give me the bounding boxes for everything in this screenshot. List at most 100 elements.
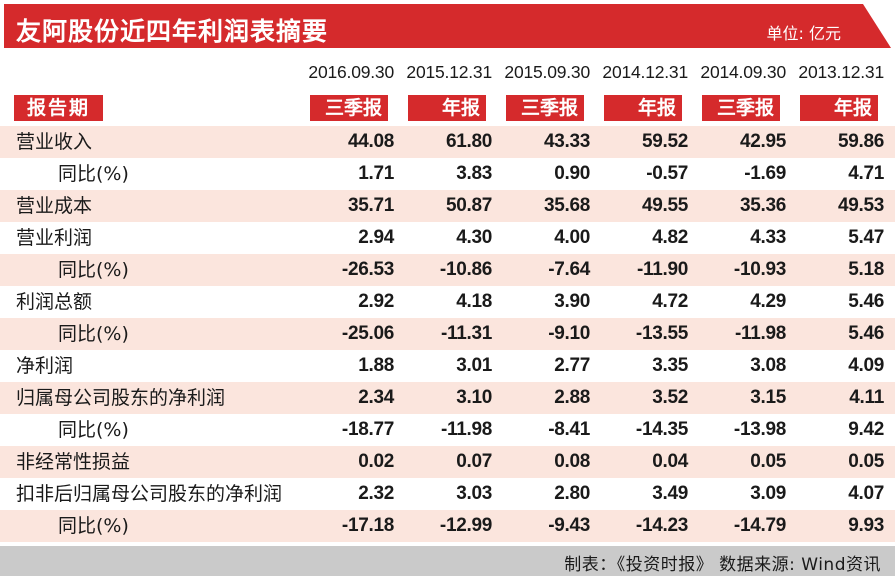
table-cell: 5.46	[848, 291, 884, 312]
column-date: 2014.09.30	[700, 62, 786, 82]
table-cell: 44.08	[347, 131, 394, 152]
footer-bar: 制表：《投资时报》 数据来源: Wind资讯	[0, 546, 895, 576]
table-cell: 4.00	[554, 227, 590, 248]
table-cell: 4.18	[456, 291, 492, 312]
source-note: 制表：《投资时报》 数据来源: Wind资讯	[564, 555, 881, 575]
table-cell: 4.29	[750, 291, 786, 312]
table-cell: 3.15	[750, 387, 786, 408]
row-label: 利润总额	[16, 291, 93, 313]
table-cell: 9.42	[848, 419, 884, 440]
table-cell: -14.23	[635, 515, 688, 536]
date-header-row: 2016.09.30 2015.12.31 2015.09.30 2014.12…	[0, 62, 895, 88]
table-cell: 49.55	[641, 195, 688, 216]
table-cell: -25.06	[341, 323, 394, 344]
table-cell: 4.07	[848, 483, 884, 504]
table-cell: 0.05	[848, 451, 884, 472]
table-cell: 59.86	[837, 131, 884, 152]
table-cell: 5.47	[848, 227, 884, 248]
table-cell: 2.80	[554, 483, 590, 504]
table-cell: 49.53	[837, 195, 884, 216]
table-row: 同比(%) -18.77 -11.98 -8.41 -14.35 -13.98 9.42	[0, 414, 895, 446]
table-cell: 5.18	[848, 259, 884, 280]
table-cell: 0.07	[456, 451, 492, 472]
report-type-badge: 三季报	[506, 95, 584, 121]
table-cell: 2.34	[358, 387, 394, 408]
table-cell: 3.08	[750, 355, 786, 376]
table-cell: -18.77	[341, 419, 394, 440]
table-cell: 4.82	[652, 227, 688, 248]
income-statement-table: 营业收入 44.08 61.80 43.33 59.52 42.95 59.86 同比(%) 1…	[0, 126, 895, 542]
table-row: 净利润 1.88 3.01 2.77 3.35 3.08 4.09	[0, 350, 895, 382]
table-cell: 0.02	[358, 451, 394, 472]
row-sublabel: 同比(%)	[58, 419, 129, 441]
table-cell: 5.46	[848, 323, 884, 344]
table-cell: 3.03	[456, 483, 492, 504]
row-sublabel: 同比(%)	[58, 515, 129, 537]
row-label: 营业收入	[16, 131, 93, 153]
table-cell: -7.64	[548, 259, 590, 280]
table-cell: 0.90	[554, 163, 590, 184]
table-cell: 4.30	[456, 227, 492, 248]
report-type-badge: 三季报	[310, 95, 388, 121]
table-cell: 3.35	[652, 355, 688, 376]
title-bar: 友阿股份近四年利润表摘要 单位: 亿元	[4, 4, 891, 48]
table-cell: -17.18	[341, 515, 394, 536]
table-cell: 3.49	[652, 483, 688, 504]
table-cell: 2.88	[554, 387, 590, 408]
table-cell: -14.79	[733, 515, 786, 536]
table-row: 同比(%) -26.53 -10.86 -7.64 -11.90 -10.93 5.18	[0, 254, 895, 286]
table-cell: -11.98	[734, 323, 786, 344]
table-cell: 42.95	[739, 131, 786, 152]
table-cell: 1.71	[358, 163, 394, 184]
unit-label: 单位: 亿元	[766, 24, 841, 43]
row-label: 净利润	[16, 355, 74, 377]
row-label: 非经常性损益	[16, 451, 131, 473]
table-cell: 3.90	[554, 291, 590, 312]
period-label: 报告期	[14, 95, 103, 121]
table-cell: -1.69	[744, 163, 786, 184]
row-sublabel: 同比(%)	[58, 163, 129, 185]
table-cell: 3.10	[456, 387, 492, 408]
row-sublabel: 同比(%)	[58, 259, 129, 281]
table-cell: 4.11	[849, 387, 884, 408]
table-cell: 3.01	[456, 355, 492, 376]
table-cell: 2.92	[358, 291, 394, 312]
report-type-badge: 年报	[408, 95, 486, 121]
table-cell: -8.41	[548, 419, 590, 440]
row-label: 扣非后归属母公司股东的净利润	[16, 483, 283, 505]
table-cell: -0.57	[646, 163, 688, 184]
table-cell: 35.71	[347, 195, 394, 216]
column-date: 2013.12.31	[798, 62, 884, 82]
table-cell: 3.09	[750, 483, 786, 504]
table-cell: 2.77	[554, 355, 590, 376]
table-cell: 61.80	[445, 131, 492, 152]
row-sublabel: 同比(%)	[58, 323, 129, 345]
table-cell: 4.33	[750, 227, 786, 248]
table-cell: -14.35	[635, 419, 688, 440]
table-cell: -11.98	[440, 419, 492, 440]
column-date: 2015.09.30	[504, 62, 590, 82]
table-cell: 2.32	[358, 483, 394, 504]
table-row: 扣非后归属母公司股东的净利润 2.32 3.03 2.80 3.49 3.09 4.07	[0, 478, 895, 510]
table-row: 同比(%) -17.18 -12.99 -9.43 -14.23 -14.79 9.93	[0, 510, 895, 542]
table-cell: 4.71	[848, 163, 884, 184]
table-row: 营业利润 2.94 4.30 4.00 4.82 4.33 5.47	[0, 222, 895, 254]
title-banner-shape	[4, 4, 891, 48]
table-row: 归属母公司股东的净利润 2.34 3.10 2.88 3.52 3.15 4.11	[0, 382, 895, 414]
table-cell: -11.90	[636, 259, 688, 280]
table-cell: -12.99	[439, 515, 492, 536]
table-cell: 35.36	[739, 195, 786, 216]
report-type-badge: 三季报	[702, 95, 780, 121]
table-cell: 0.08	[554, 451, 590, 472]
table-cell: -11.31	[440, 323, 492, 344]
table-row: 利润总额 2.92 4.18 3.90 4.72 4.29 5.46	[0, 286, 895, 318]
column-date: 2015.12.31	[406, 62, 492, 82]
table-cell: 2.94	[358, 227, 394, 248]
table-cell: 59.52	[641, 131, 688, 152]
report-type-badge: 年报	[800, 95, 878, 121]
table-cell: 43.33	[543, 131, 590, 152]
table-cell: 1.88	[358, 355, 394, 376]
table-cell: 9.93	[848, 515, 884, 536]
table-cell: -26.53	[341, 259, 394, 280]
table-cell: -13.98	[733, 419, 786, 440]
